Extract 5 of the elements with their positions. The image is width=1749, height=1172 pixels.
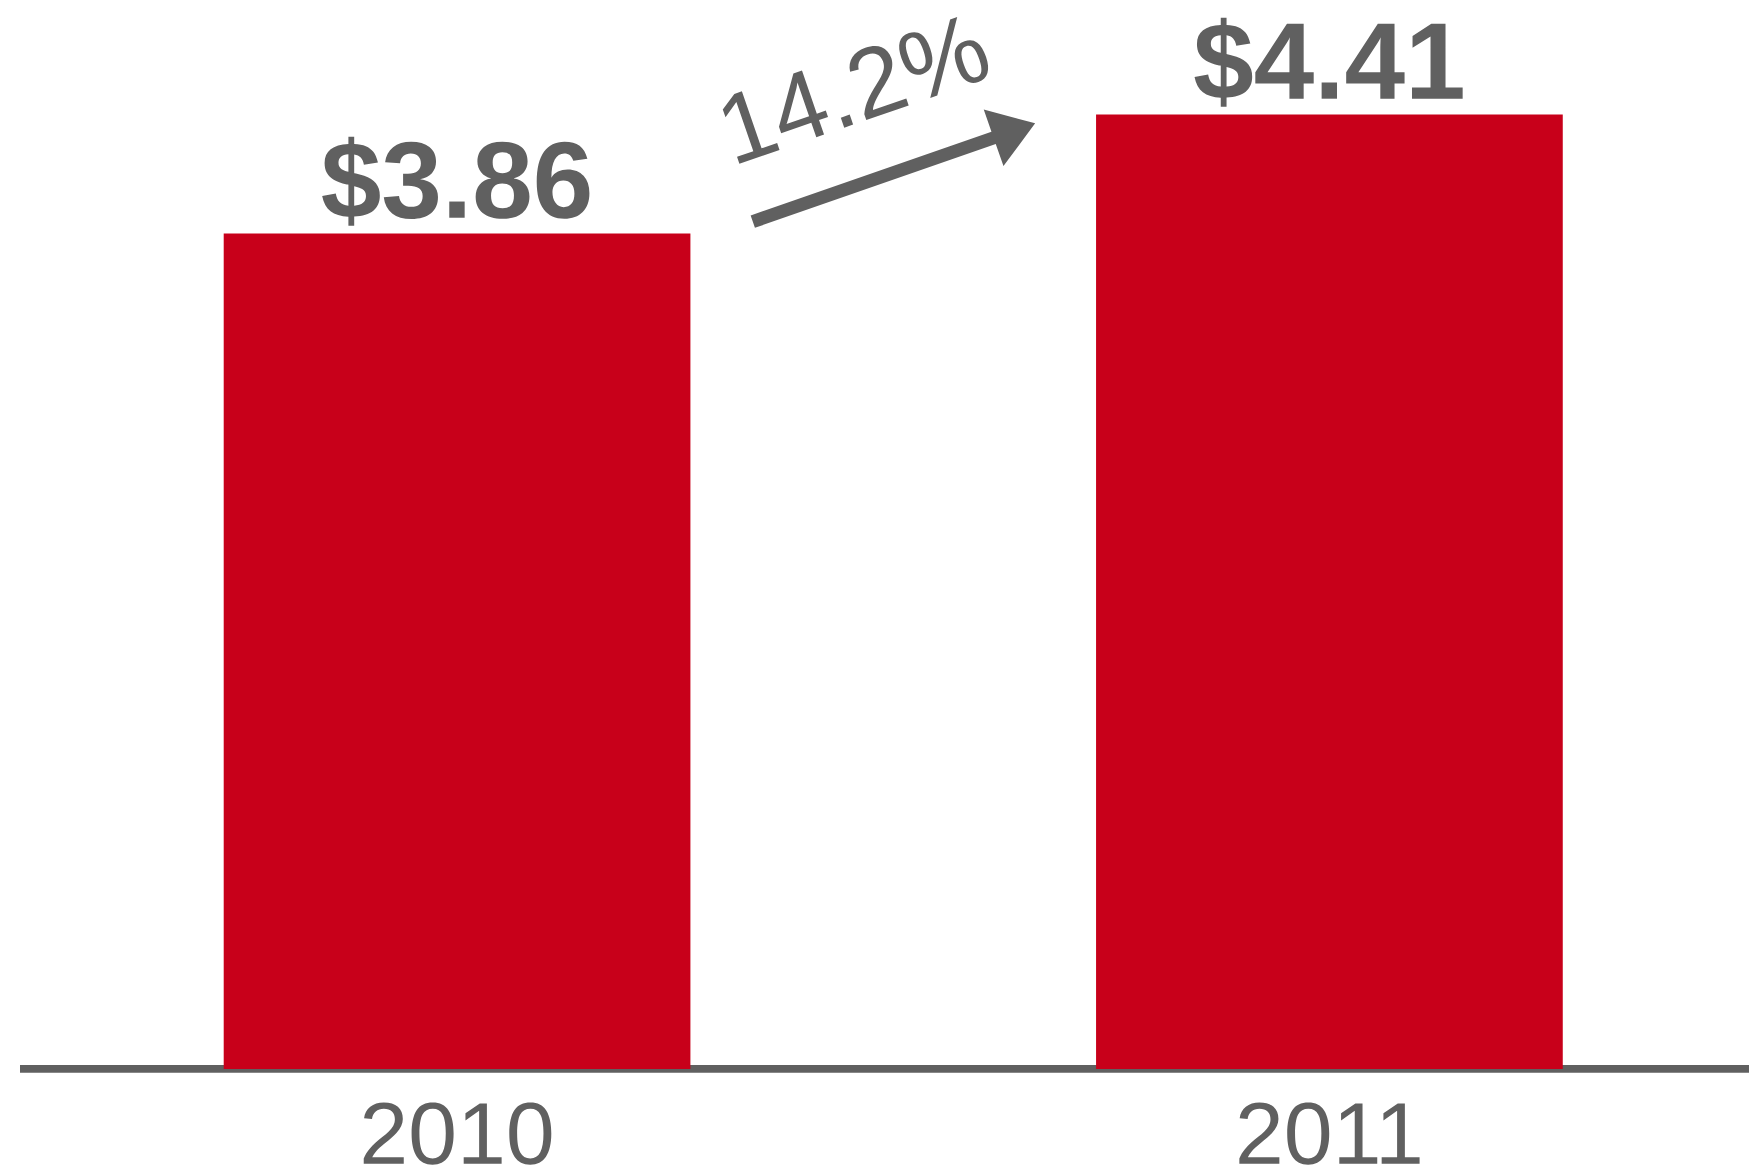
- data-label: $3.86: [322, 136, 590, 226]
- data-label: $4.41: [1194, 17, 1463, 107]
- x-tick-label: 2011: [1239, 1102, 1420, 1165]
- x-tick-label: 2010: [363, 1102, 552, 1165]
- annotation: 14.2%: [722, 17, 989, 164]
